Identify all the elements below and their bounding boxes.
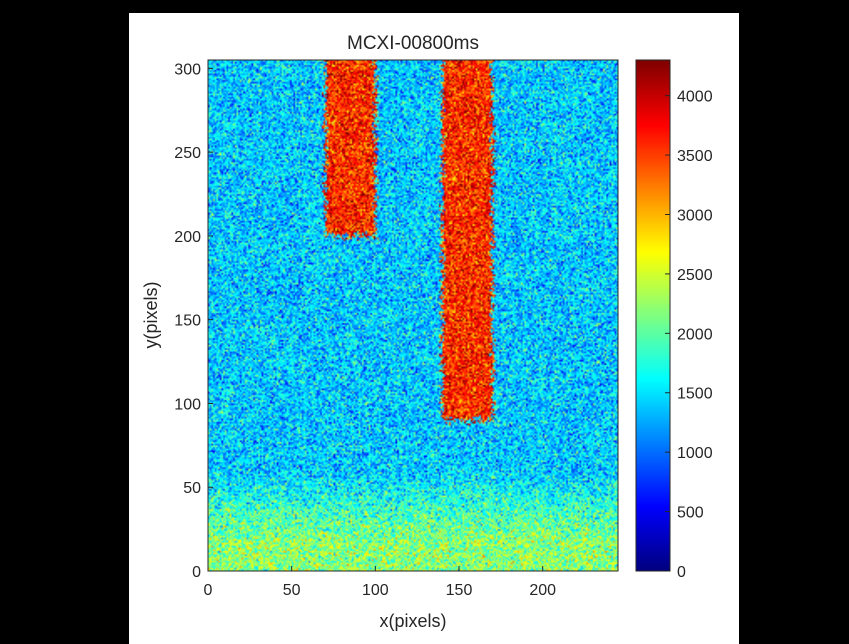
x-tick-label: 0: [204, 582, 213, 599]
colorbar-tick-label: 2000: [677, 326, 713, 343]
x-tick-label: 150: [446, 582, 473, 599]
heatmap-image: [208, 60, 618, 571]
y-tick-label: 0: [192, 564, 201, 581]
axes-frame: [207, 59, 671, 572]
y-tick-label: 200: [174, 229, 201, 246]
y-tick-label: 300: [174, 61, 201, 78]
y-axis-ticks: 0 50 100 150 200 250 300: [174, 61, 213, 581]
colorbar-tick-label: 1000: [677, 445, 713, 462]
colorbar-tick-label: 4000: [677, 89, 713, 106]
colorbar-tick-label: 3000: [677, 207, 713, 224]
y-tick-label: 250: [174, 145, 201, 162]
colorbar-tick-label: 500: [677, 505, 704, 522]
colorbar-ticks: 0 500 1000 1500 2000 2500 3000 3500 4000: [665, 89, 713, 581]
x-axis-label: x(pixels): [379, 611, 446, 631]
colorbar-tick-label: 1500: [677, 386, 713, 403]
x-tick-label: 100: [362, 582, 389, 599]
y-axis-label: y(pixels): [141, 281, 161, 348]
x-axis-ticks: 0 50 100 150 200: [204, 566, 556, 599]
chart-title: MCXI-00800ms: [347, 33, 479, 54]
x-tick-label: 200: [529, 582, 556, 599]
x-tick-label: 50: [283, 582, 301, 599]
plot-frame: [207, 59, 619, 572]
y-tick-label: 50: [183, 480, 201, 497]
figure-window: MCXI-00800ms 0 50 100 150 200 0 50 100 150 200 25…: [129, 13, 739, 644]
chart-overlay: MCXI-00800ms 0 50 100 150 200 0 50 100 150 200 25…: [141, 33, 713, 631]
colorbar-frame: [635, 59, 671, 572]
y-tick-label: 100: [174, 396, 201, 413]
colorbar-tick-label: 0: [677, 564, 686, 581]
colorbar-gradient: [636, 60, 670, 571]
colorbar-tick-label: 3500: [677, 148, 713, 165]
y-tick-label: 150: [174, 313, 201, 330]
colorbar-tick-label: 2500: [677, 267, 713, 284]
